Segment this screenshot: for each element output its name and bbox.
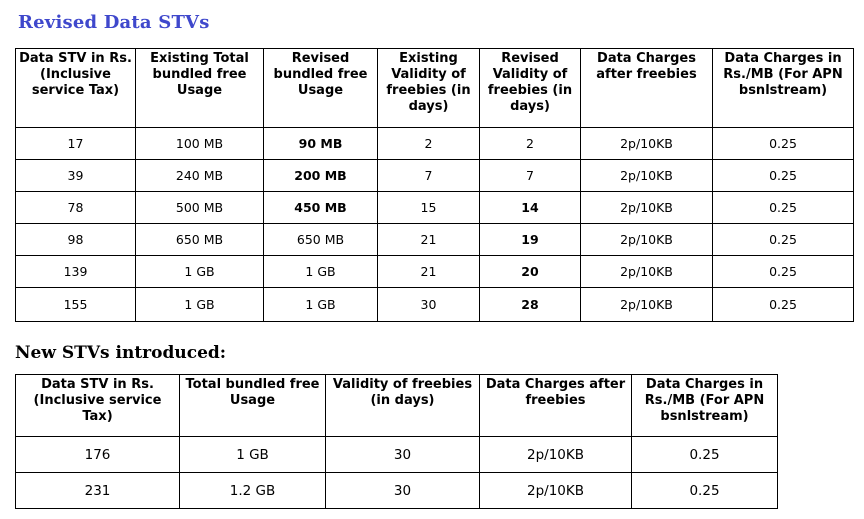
column-header: Total bundled free Usage (179, 374, 326, 437)
table-cell: 1 GB (263, 287, 378, 322)
table-cell: 2p/10KB (479, 436, 632, 473)
table-cell: 450 MB (263, 191, 378, 224)
table-cell: 200 MB (263, 159, 378, 192)
table-row: 155 1 GB 1 GB 30 28 2p/10KB 0.25 (15, 287, 854, 322)
table-row: 39 240 MB 200 MB 7 7 2p/10KB 0.25 (15, 159, 854, 192)
table-cell: 155 (15, 287, 136, 322)
table-cell: 231 (15, 472, 180, 509)
revised-data-stvs-table: Data STV in Rs. (Inclusive service Tax) … (15, 48, 854, 322)
table-cell: 0.25 (712, 127, 854, 160)
table-cell: 1 GB (135, 255, 264, 288)
table-cell: 78 (15, 191, 136, 224)
table-cell: 100 MB (135, 127, 264, 160)
table-cell: 1 GB (263, 255, 378, 288)
column-header: Revised bundled free Usage (263, 48, 378, 128)
table-cell: 21 (377, 223, 480, 256)
new-stvs-title: New STVs introduced: (15, 343, 227, 363)
table-cell: 14 (479, 191, 581, 224)
table-cell: 30 (325, 436, 480, 473)
column-header: Data Charges after freebies (479, 374, 632, 437)
table-row: 78 500 MB 450 MB 15 14 2p/10KB 0.25 (15, 191, 854, 224)
table-cell: 17 (15, 127, 136, 160)
table-cell: 30 (377, 287, 480, 322)
table-cell: 7 (377, 159, 480, 192)
table-cell: 0.25 (712, 223, 854, 256)
table-cell: 30 (325, 472, 480, 509)
table-header-row: Data STV in Rs. (Inclusive service Tax) … (15, 48, 854, 128)
table-cell: 21 (377, 255, 480, 288)
table-cell: 28 (479, 287, 581, 322)
table-header-row: Data STV in Rs. (Inclusive service Tax) … (15, 374, 778, 437)
column-header: Validity of freebies (in days) (325, 374, 480, 437)
table-cell: 650 MB (263, 223, 378, 256)
column-header: Data STV in Rs. (Inclusive service Tax) (15, 374, 180, 437)
table-row: 98 650 MB 650 MB 21 19 2p/10KB 0.25 (15, 223, 854, 256)
table-cell: 176 (15, 436, 180, 473)
table-row: 176 1 GB 30 2p/10KB 0.25 (15, 436, 778, 473)
table-cell: 98 (15, 223, 136, 256)
table-cell: 0.25 (712, 159, 854, 192)
table-cell: 2p/10KB (580, 287, 713, 322)
column-header: Data STV in Rs. (Inclusive service Tax) (15, 48, 136, 128)
table-cell: 0.25 (712, 191, 854, 224)
table-cell: 500 MB (135, 191, 264, 224)
table-cell: 1 GB (135, 287, 264, 322)
table-cell: 1.2 GB (179, 472, 326, 509)
table-cell: 19 (479, 223, 581, 256)
table-row: 231 1.2 GB 30 2p/10KB 0.25 (15, 472, 778, 509)
table-cell: 240 MB (135, 159, 264, 192)
column-header: Revised Validity of freebies (in days) (479, 48, 581, 128)
table-cell: 90 MB (263, 127, 378, 160)
column-header: Existing Validity of freebies (in days) (377, 48, 480, 128)
table-cell: 0.25 (631, 436, 778, 473)
revised-data-stvs-title: Revised Data STVs (18, 12, 210, 33)
table-cell: 2 (377, 127, 480, 160)
table-cell: 39 (15, 159, 136, 192)
table-cell: 2 (479, 127, 581, 160)
table-cell: 0.25 (631, 472, 778, 509)
table-cell: 7 (479, 159, 581, 192)
table-cell: 2p/10KB (580, 255, 713, 288)
table-cell: 1 GB (179, 436, 326, 473)
table-cell: 2p/10KB (580, 159, 713, 192)
table-cell: 0.25 (712, 255, 854, 288)
new-stvs-table: Data STV in Rs. (Inclusive service Tax) … (15, 374, 778, 509)
table-cell: 2p/10KB (580, 191, 713, 224)
column-header: Existing Total bundled free Usage (135, 48, 264, 128)
table-cell: 20 (479, 255, 581, 288)
table-row: 17 100 MB 90 MB 2 2 2p/10KB 0.25 (15, 127, 854, 160)
table-cell: 0.25 (712, 287, 854, 322)
table-cell: 2p/10KB (580, 223, 713, 256)
table-cell: 139 (15, 255, 136, 288)
column-header: Data Charges in Rs./MB (For APN bsnlstre… (712, 48, 854, 128)
column-header: Data Charges in Rs./MB (For APN bsnlstre… (631, 374, 778, 437)
table-cell: 15 (377, 191, 480, 224)
table-row: 139 1 GB 1 GB 21 20 2p/10KB 0.25 (15, 255, 854, 288)
table-cell: 650 MB (135, 223, 264, 256)
table-cell: 2p/10KB (479, 472, 632, 509)
table-cell: 2p/10KB (580, 127, 713, 160)
column-header: Data Charges after freebies (580, 48, 713, 128)
